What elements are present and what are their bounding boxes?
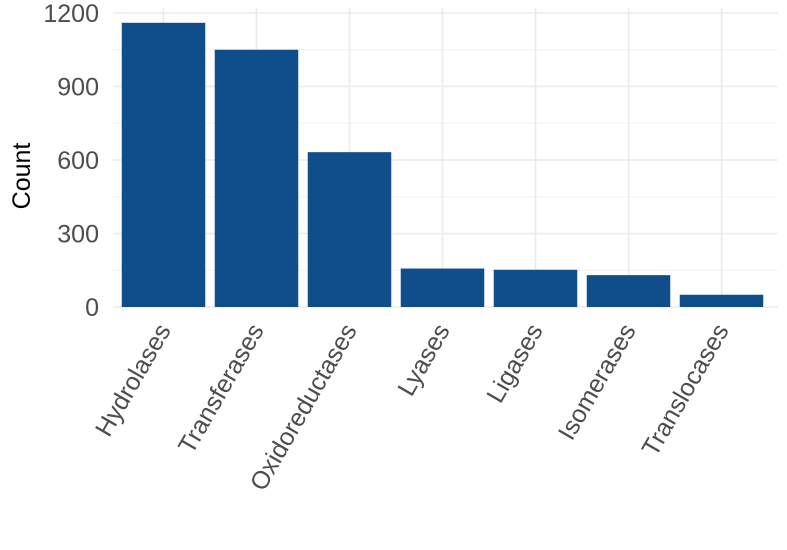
bar-lyases bbox=[400, 268, 485, 307]
bar-oxidoreductases bbox=[307, 152, 392, 307]
x-tick-label-ligases: Ligases bbox=[481, 319, 548, 408]
x-tick-label-lyases: Lyases bbox=[392, 319, 455, 401]
y-tick-label: 0 bbox=[85, 294, 99, 322]
bars bbox=[121, 22, 764, 308]
bar-translocases bbox=[679, 294, 764, 307]
y-axis-title: Count bbox=[8, 143, 36, 210]
y-tick-label: 300 bbox=[57, 221, 99, 249]
bar-isomerases bbox=[586, 275, 671, 307]
x-tick-label-hydrolases: Hydrolases bbox=[90, 319, 177, 441]
gridlines bbox=[113, 8, 778, 308]
y-tick-label: 900 bbox=[57, 74, 99, 102]
y-tick-label: 600 bbox=[57, 147, 99, 175]
y-axis-ticks: 0 300 600 900 1200 bbox=[43, 0, 99, 322]
bar-transferases bbox=[214, 49, 299, 307]
x-tick-label-transferases: Transferases bbox=[173, 319, 270, 459]
y-tick-label: 1200 bbox=[43, 0, 99, 28]
x-tick-label-translocases: Translocases bbox=[637, 319, 735, 461]
bar-ligases bbox=[493, 269, 578, 307]
bar-hydrolases bbox=[121, 22, 206, 308]
x-tick-label-isomerases: Isomerases bbox=[553, 319, 642, 445]
